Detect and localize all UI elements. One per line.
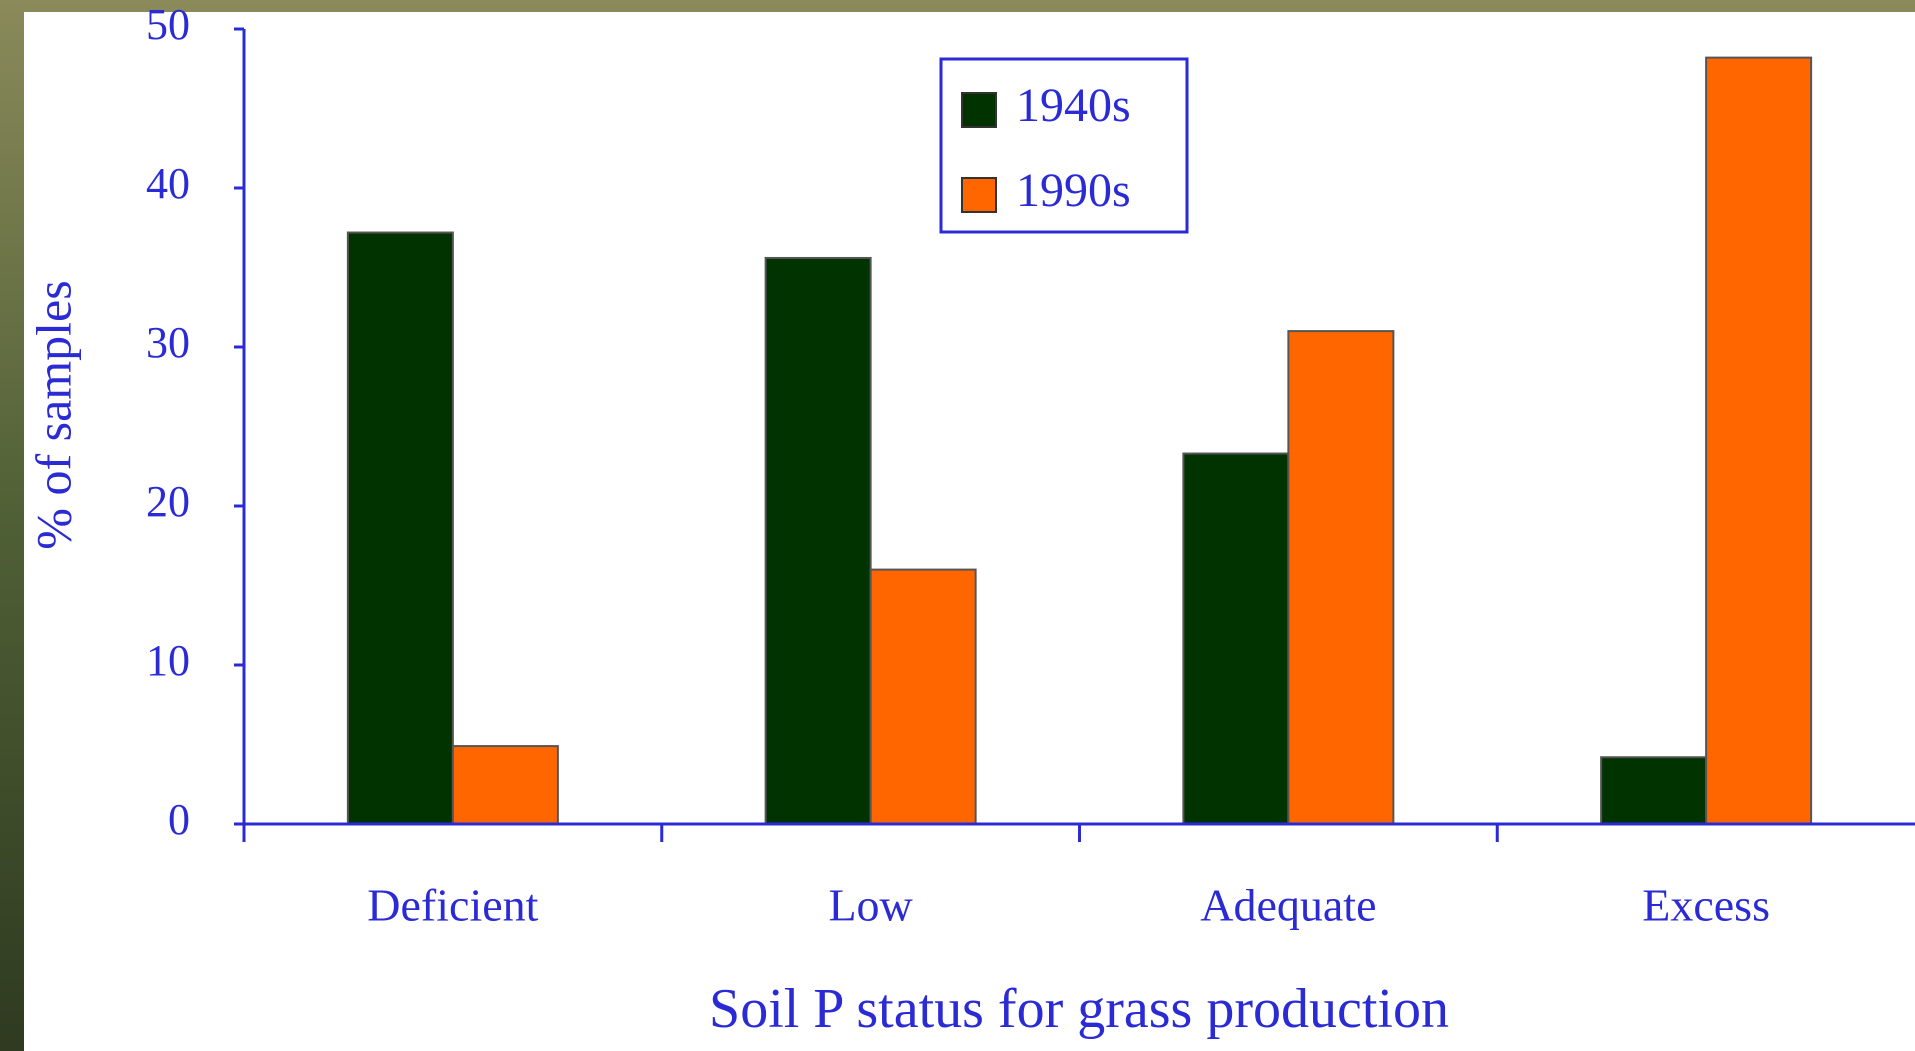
bar xyxy=(871,570,976,824)
bar xyxy=(453,746,558,824)
x-tick-label: Deficient xyxy=(367,880,538,931)
x-axis-label: Soil P status for grass production xyxy=(709,978,1449,1040)
legend-swatch xyxy=(962,93,996,127)
page: {"chart_data": {"type": "bar", "y_label"… xyxy=(0,0,1915,1051)
chart: % of samples Soil P status for grass pro… xyxy=(0,0,1915,1051)
legend-label: 1940s xyxy=(1016,79,1131,132)
y-tick-label: 30 xyxy=(146,318,190,367)
x-tick-label: Low xyxy=(828,880,913,931)
y-axis-label: % of samples xyxy=(25,280,81,549)
y-tick-label: 0 xyxy=(168,795,190,844)
y-tick-label: 40 xyxy=(146,159,190,208)
x-tick-label: Adequate xyxy=(1200,880,1376,931)
bar xyxy=(1183,454,1288,824)
x-tick-label: Excess xyxy=(1642,880,1770,931)
legend-swatch xyxy=(962,178,996,212)
y-tick-label: 20 xyxy=(146,477,190,526)
y-tick-label: 10 xyxy=(146,636,190,685)
bar xyxy=(1288,331,1393,824)
bar xyxy=(766,258,871,824)
bar xyxy=(1706,58,1811,824)
y-tick-label: 50 xyxy=(146,0,190,49)
bar xyxy=(348,233,453,824)
bar xyxy=(1601,757,1706,824)
legend-label: 1990s xyxy=(1016,164,1131,217)
